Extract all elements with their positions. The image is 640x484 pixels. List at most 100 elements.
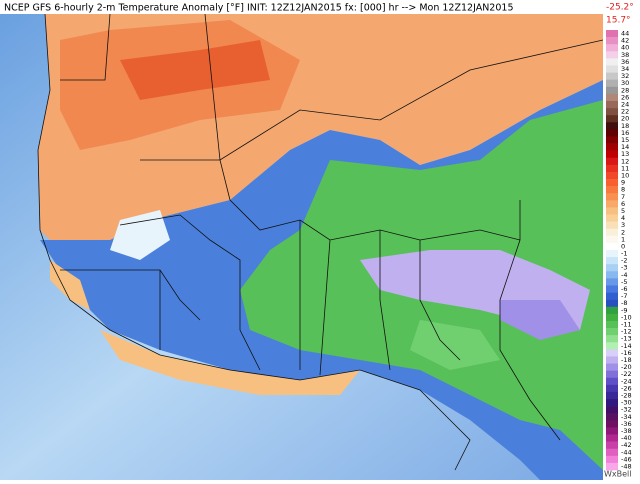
colorbar-cell	[606, 455, 618, 464]
max-value: 15.7°	[606, 16, 631, 26]
colorbar-label: -3	[621, 264, 627, 272]
colorbar-cell	[606, 413, 618, 421]
colorbar-cell	[606, 427, 618, 435]
colorbar-cell	[606, 164, 618, 173]
brand: WxBell	[604, 470, 632, 479]
map	[0, 13, 604, 480]
colorbar-label: -40	[621, 434, 632, 442]
colorbar-label: 15	[621, 136, 629, 144]
colorbar-cell	[606, 313, 618, 322]
colorbar-label: -26	[621, 384, 632, 392]
colorbar-label: 3	[621, 221, 625, 229]
map-title: NCEP GFS 6-hourly 2-m Temperature Anomal…	[4, 3, 514, 14]
colorbar-cell	[606, 420, 618, 428]
colorbar-label: 28	[621, 86, 629, 94]
colorbar-label: -9	[621, 306, 627, 314]
colorbar-label: 18	[621, 122, 629, 130]
colorbar-label: -12	[621, 328, 632, 336]
colorbar-cell	[606, 207, 618, 215]
colorbar-label: 36	[621, 58, 629, 66]
colorbar-cell	[606, 51, 618, 59]
colorbar-label: 34	[621, 65, 629, 73]
colorbar-label: -28	[621, 391, 632, 399]
colorbar-cell	[606, 93, 618, 102]
colorbar-cell	[606, 100, 618, 109]
colorbar-label: 24	[621, 101, 629, 109]
colorbar-label: -5	[621, 278, 627, 286]
colorbar-label: -22	[621, 370, 632, 378]
colorbar-cell	[606, 186, 618, 194]
colorbar-cell	[606, 257, 618, 265]
colorbar-label: 0	[621, 242, 625, 250]
colorbar-cell	[606, 193, 618, 201]
colorbar-label: -32	[621, 406, 632, 414]
colorbar-cell	[606, 299, 618, 308]
colorbar-cell	[606, 58, 618, 66]
colorbar-cell	[606, 391, 618, 400]
colorbar-cell	[606, 264, 618, 272]
colorbar-label: 40	[621, 44, 629, 52]
colorbar-label: -2	[621, 257, 627, 265]
colorbar-cell	[606, 143, 618, 151]
colorbar-label: -48	[621, 462, 632, 470]
colorbar-cell	[606, 370, 618, 379]
colorbar-cell	[606, 79, 618, 88]
colorbar-cell	[606, 242, 618, 251]
colorbar-label: -24	[621, 377, 632, 385]
colorbar-label: -36	[621, 420, 632, 428]
colorbar-cell	[606, 335, 618, 343]
colorbar-label: 8	[621, 186, 625, 194]
colorbar-cell	[606, 37, 618, 45]
colorbar-cell	[606, 328, 618, 336]
colorbar-label: 2	[621, 228, 625, 236]
colorbar-cell	[606, 235, 618, 244]
colorbar-label: -18	[621, 356, 632, 364]
colorbar-label: 1	[621, 235, 625, 243]
colorbar-cell	[606, 115, 618, 123]
colorbar-cell	[606, 285, 618, 293]
colorbar-label: 30	[621, 79, 629, 87]
colorbar-cell	[606, 200, 618, 208]
colorbar-cell	[606, 150, 618, 159]
colorbar-label: 9	[621, 179, 625, 187]
colorbar-label: -46	[621, 455, 632, 463]
colorbar-label: 13	[621, 150, 629, 158]
colorbar-label: -14	[621, 342, 632, 350]
colorbar-cell	[606, 377, 618, 386]
colorbar-cell	[606, 342, 618, 350]
colorbar-cell	[606, 228, 618, 237]
colorbar-label: 20	[621, 115, 629, 123]
colorbar-label: -10	[621, 313, 632, 321]
colorbar-label: 42	[621, 37, 629, 45]
colorbar-cell	[606, 179, 618, 187]
colorbar-label: -4	[621, 271, 627, 279]
colorbar-cell	[606, 129, 618, 137]
colorbar-label: -30	[621, 399, 632, 407]
title-bar	[0, 0, 640, 14]
colorbar-label: 14	[621, 143, 629, 151]
colorbar-label: 4	[621, 214, 625, 222]
colorbar-label: -11	[621, 321, 632, 329]
colorbar-cell	[606, 86, 618, 95]
colorbar-label: -44	[621, 448, 632, 456]
colorbar-cell	[606, 356, 618, 364]
colorbar-label: -1	[621, 250, 627, 258]
colorbar-cell	[606, 441, 618, 450]
colorbar-label: 44	[621, 30, 629, 38]
colorbar-cell	[606, 72, 618, 80]
colorbar-cell	[606, 363, 618, 371]
colorbar-cell	[606, 399, 618, 407]
colorbar-cell	[606, 448, 618, 457]
colorbar-cell	[606, 30, 618, 38]
min-value: -25.2°	[606, 3, 634, 13]
colorbar-cell	[606, 384, 618, 393]
colorbar-label: -13	[621, 335, 632, 343]
colorbar-cell	[606, 108, 618, 116]
colorbar-cell	[606, 349, 618, 357]
colorbar-label: -38	[621, 427, 632, 435]
colorbar-label: 12	[621, 157, 629, 165]
colorbar-cell	[606, 320, 618, 329]
colorbar-label: -6	[621, 285, 627, 293]
colorbar-cell	[606, 271, 618, 279]
